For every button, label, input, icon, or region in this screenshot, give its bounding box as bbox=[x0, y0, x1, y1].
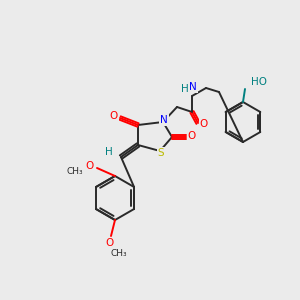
Text: N: N bbox=[160, 115, 168, 125]
Text: CH₃: CH₃ bbox=[67, 167, 83, 176]
Text: N: N bbox=[189, 82, 197, 92]
Text: O: O bbox=[106, 238, 114, 248]
Text: CH₃: CH₃ bbox=[111, 250, 127, 259]
Text: H: H bbox=[105, 147, 113, 157]
Text: H: H bbox=[181, 84, 189, 94]
Text: HO: HO bbox=[251, 77, 267, 87]
Text: O: O bbox=[188, 131, 196, 141]
Text: O: O bbox=[110, 111, 118, 121]
Text: S: S bbox=[158, 148, 164, 158]
Text: O: O bbox=[200, 119, 208, 129]
Text: O: O bbox=[85, 161, 93, 171]
